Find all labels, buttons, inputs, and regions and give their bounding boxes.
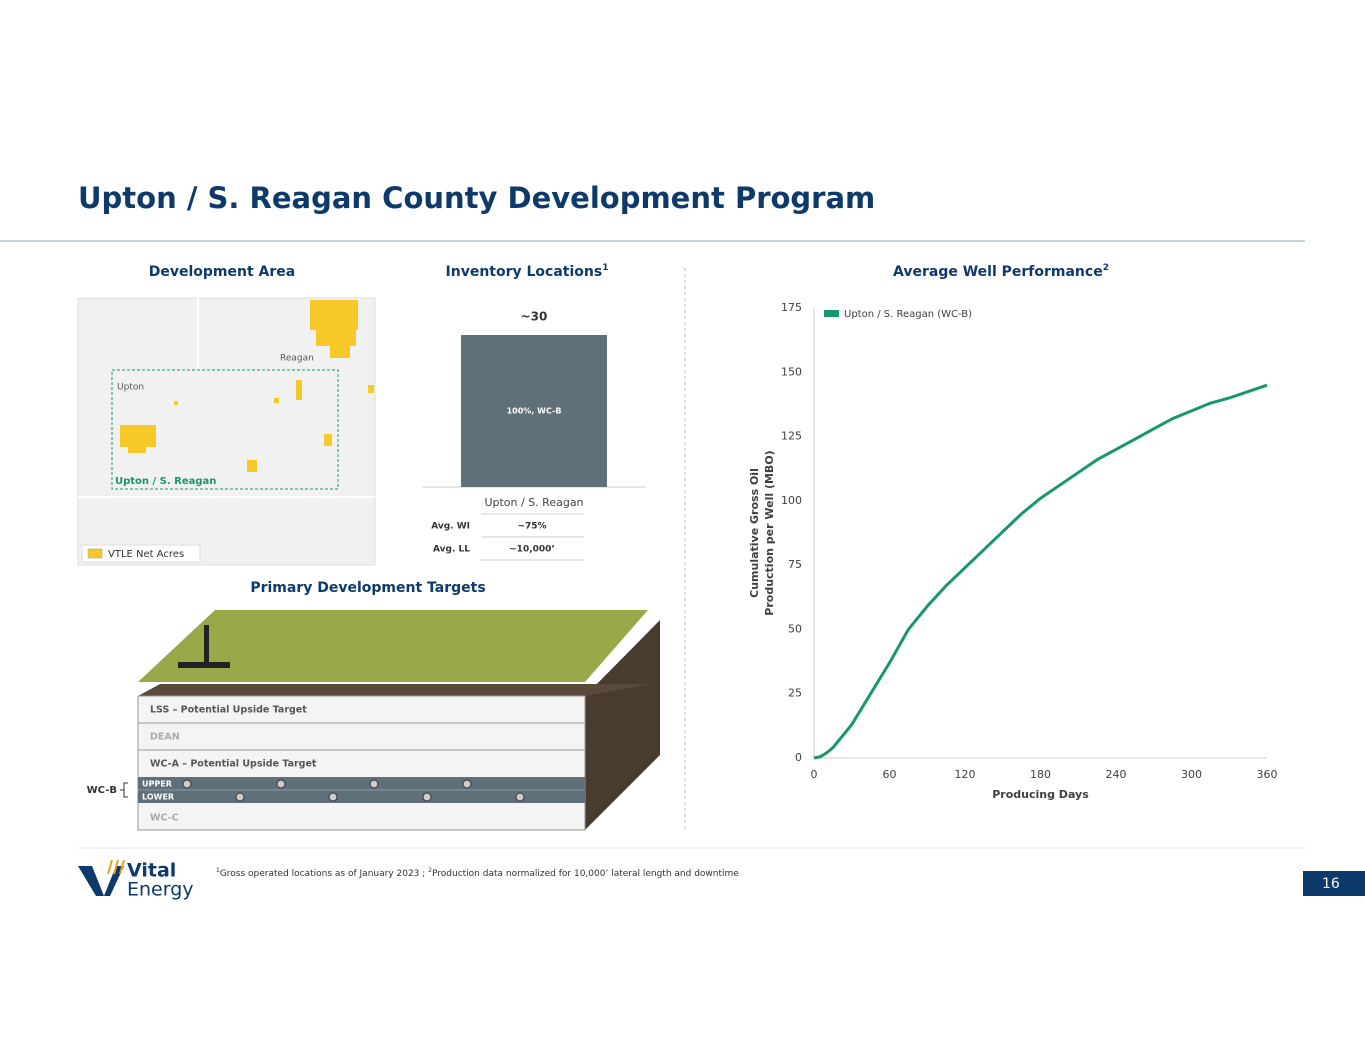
bar-chart: ~30 100%, WC-B Upton / S. Reagan: [422, 310, 645, 509]
legend-swatch: [824, 310, 839, 317]
superscript: 2: [428, 867, 432, 874]
area-label: Upton / S. Reagan: [115, 476, 216, 487]
cell: ~10,000’: [509, 545, 555, 555]
y-axis-label: Production per Well (MBO): [763, 450, 776, 615]
section-title: Primary Development Targets: [250, 580, 485, 596]
layer-label: DEAN: [150, 732, 180, 743]
layer-label: LSS – Potential Upside Target: [150, 705, 307, 716]
y-tick-label: 0: [795, 751, 802, 764]
layer-label: WC-A – Potential Upside Target: [150, 759, 317, 770]
x-tick-label: 360: [1257, 768, 1278, 781]
layer-label: UPPER: [142, 780, 172, 789]
legend-label: VTLE Net Acres: [108, 549, 184, 560]
section-title-text: Inventory Locations: [446, 264, 603, 280]
superscript: 2: [1103, 263, 1109, 273]
bar: [461, 335, 607, 487]
x-tick-label: Upton / S. Reagan: [484, 496, 583, 509]
section-title: Development Area: [149, 264, 295, 280]
superscript: 1: [602, 263, 608, 273]
y-tick-label: 50: [788, 622, 802, 635]
y-tick-label: 150: [781, 365, 802, 378]
line-series: [813, 383, 1268, 760]
x-axis-label: Producing Days: [992, 788, 1089, 801]
layer-label: WC-C: [150, 813, 179, 824]
legend-label: Upton / S. Reagan (WC-B): [844, 309, 972, 320]
map-label: Reagan: [280, 354, 314, 364]
page-number: 16: [1322, 876, 1340, 892]
superscript: 1: [216, 867, 220, 874]
value-label: ~30: [521, 310, 548, 324]
y-tick-label: 175: [781, 301, 802, 314]
x-tick-label: 60: [883, 768, 897, 781]
footnote-text: Production data normalized for 10,000’ l…: [432, 869, 739, 879]
row-label: Avg. WI: [431, 522, 470, 532]
section-title-text: Average Well Performance: [893, 264, 1103, 280]
logo: [78, 859, 125, 896]
x-tick-label: 180: [1030, 768, 1051, 781]
logo-text: Vital: [127, 860, 176, 882]
line-chart: 0 25 50 75 100 125 150 175 0 60 120 180 240 300 360 Pro…: [748, 301, 1278, 801]
row-label: Avg. LL: [433, 545, 470, 555]
map-label: Upton: [117, 383, 144, 393]
x-tick-label: 0: [811, 768, 818, 781]
y-tick-label: 75: [788, 558, 802, 571]
y-tick-label: 100: [781, 494, 802, 507]
y-tick-label: 125: [781, 430, 802, 443]
y-tick-label: 25: [788, 687, 802, 700]
y-axis-label: Cumulative Gross Oil: [748, 468, 761, 598]
page-number-box: [1303, 871, 1365, 896]
inventory-table: Avg. WI ~75% Avg. LL ~10,000’: [431, 513, 584, 561]
bracket-label: WC-B: [87, 785, 117, 796]
layer-label: LOWER: [142, 793, 174, 802]
logo-text: Energy: [127, 879, 194, 901]
section-title: Inventory Locations1: [446, 263, 609, 281]
footnote: 1Gross operated locations as of January …: [216, 867, 739, 879]
x-tick-label: 240: [1106, 768, 1127, 781]
footnote-text: Gross operated locations as of January 2…: [220, 869, 428, 879]
slide-title: Upton / S. Reagan County Development Pro…: [78, 181, 875, 215]
cell: ~75%: [517, 522, 546, 532]
segment-label: 100%, WC-B: [507, 407, 562, 416]
map: [77, 297, 376, 566]
strata-diagram: [120, 610, 660, 831]
x-tick-label: 300: [1181, 768, 1202, 781]
x-tick-label: 120: [955, 768, 976, 781]
section-title: Average Well Performance2: [893, 263, 1109, 281]
